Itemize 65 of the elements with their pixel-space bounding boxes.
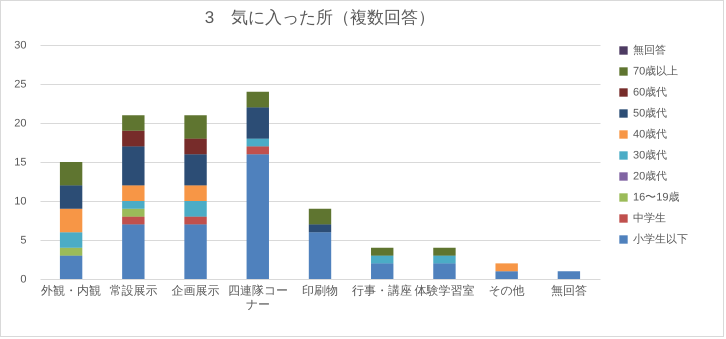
bar — [433, 263, 456, 279]
bar — [60, 256, 82, 279]
bar — [246, 138, 269, 146]
bar — [308, 232, 332, 279]
bar — [433, 256, 456, 264]
bar — [495, 271, 518, 279]
legend-label: 50歳代 — [633, 106, 668, 120]
x-tick-label: 行事・講座 — [352, 284, 412, 298]
legend-label: 16〜19歳 — [633, 190, 680, 204]
bar — [371, 263, 394, 279]
x-tick-label: 常設展示 — [109, 284, 158, 298]
bar — [184, 216, 207, 224]
bar — [308, 208, 332, 224]
legend-label: 中学生 — [633, 212, 666, 224]
y-tick-label: 30 — [14, 40, 26, 52]
bar — [246, 107, 269, 139]
bar — [371, 256, 394, 264]
legend-label: 30歳代 — [633, 148, 668, 162]
bar — [184, 115, 207, 139]
y-tick-label: 0 — [20, 274, 26, 286]
x-tick-label: 企画展示 — [172, 284, 220, 298]
bar — [184, 185, 207, 201]
bar — [246, 92, 269, 108]
y-tick-label: 5 — [20, 234, 26, 246]
bar — [122, 216, 145, 224]
legend-label: 40歳代 — [633, 128, 668, 140]
legend-label: 20歳代 — [633, 170, 668, 182]
bar — [122, 224, 145, 279]
x-tick-label: 外観・内観 — [41, 284, 102, 298]
bar — [60, 248, 82, 256]
bar — [371, 248, 394, 256]
bar — [184, 201, 207, 217]
bar — [308, 224, 332, 232]
x-tick-label: 四連隊コーナー — [228, 284, 288, 312]
legend-label: 70歳以上 — [633, 64, 678, 78]
x-tick-label: 体験学習室 — [414, 284, 474, 298]
bar — [184, 154, 207, 186]
y-tick-label: 10 — [14, 196, 26, 208]
y-tick-label: 20 — [14, 118, 26, 130]
bar — [246, 154, 269, 279]
bar — [60, 162, 82, 186]
bar — [122, 208, 145, 217]
bar — [122, 185, 145, 201]
x-tick-label: 印刷物 — [302, 284, 338, 298]
x-tick-label: 無回答 — [550, 284, 587, 298]
chart-title: 3 気に入った所（複数回答） — [204, 8, 436, 27]
y-tick-label: 15 — [14, 156, 26, 168]
legend-label: 小学生以下 — [633, 232, 688, 246]
bar — [122, 130, 145, 146]
bar — [60, 208, 82, 232]
legend-label: 無回答 — [633, 44, 666, 56]
bar — [558, 271, 580, 279]
bar — [60, 232, 82, 248]
x-tick-label: その他 — [488, 284, 525, 298]
bar — [246, 146, 269, 154]
bar — [495, 263, 518, 272]
bar — [433, 248, 456, 256]
bar — [122, 146, 145, 186]
bar — [122, 115, 145, 131]
bar — [184, 224, 207, 279]
bar — [184, 138, 207, 154]
y-tick-label: 25 — [14, 78, 26, 90]
bar — [60, 185, 82, 209]
bar — [122, 201, 145, 209]
legend-label: 60歳代 — [633, 86, 668, 98]
